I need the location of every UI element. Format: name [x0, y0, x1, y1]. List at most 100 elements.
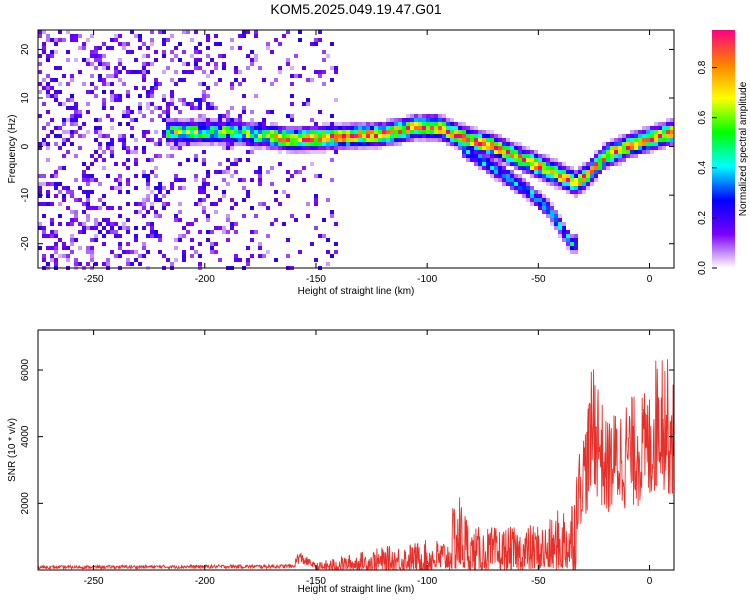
heatmap-cell [238, 158, 242, 162]
heatmap-cell [110, 38, 114, 42]
heatmap-cell [178, 134, 182, 138]
heatmap-cell [142, 130, 146, 134]
heatmap-cell [522, 170, 526, 174]
heatmap-cell [490, 158, 494, 162]
heatmap-cell [114, 94, 118, 98]
heatmap-cell [50, 94, 54, 98]
heatmap-cell [126, 110, 130, 114]
heatmap-cell [454, 122, 458, 126]
heatmap-cell [110, 222, 114, 226]
heatmap-cell [634, 154, 638, 158]
heatmap-cell [474, 142, 478, 146]
heatmap-cell [314, 134, 318, 138]
heatmap-cell [286, 62, 290, 66]
heatmap-cell [286, 150, 290, 154]
heatmap-cell [450, 142, 454, 146]
heatmap-cell [134, 150, 138, 154]
heatmap-cell [426, 122, 430, 126]
heatmap-cell [58, 190, 62, 194]
heatmap-cell [606, 146, 610, 150]
heatmap-cell [286, 134, 290, 138]
heatmap-cell [38, 246, 42, 250]
heatmap-cell [446, 138, 450, 142]
heatmap-cell [106, 230, 110, 234]
heatmap-cell [134, 258, 138, 262]
heatmap-cell [154, 214, 158, 218]
heatmap-cell [434, 114, 438, 118]
heatmap-cell [342, 138, 346, 142]
heatmap-cell [230, 174, 234, 178]
heatmap-cell [394, 138, 398, 142]
heatmap-cell [42, 138, 46, 142]
heatmap-cell [498, 150, 502, 154]
heatmap-cell [178, 186, 182, 190]
heatmap-cell [226, 182, 230, 186]
heatmap-cell [118, 234, 122, 238]
heatmap-cell [658, 134, 662, 138]
heatmap-cell [42, 126, 46, 130]
heatmap-cell [302, 134, 306, 138]
heatmap-cell [162, 98, 166, 102]
heatmap-cell [106, 218, 110, 222]
heatmap-cell [566, 178, 570, 182]
heatmap-cell [142, 78, 146, 82]
heatmap-cell [346, 146, 350, 150]
heatmap-cell [126, 150, 130, 154]
heatmap-cell [622, 158, 626, 162]
heatmap-cell [306, 78, 310, 82]
heatmap-cell [350, 122, 354, 126]
heatmap-cell [386, 126, 390, 130]
heatmap-cell [54, 90, 58, 94]
heatmap-cell [422, 122, 426, 126]
heatmap-cell [258, 66, 262, 70]
heatmap-cell [434, 130, 438, 134]
heatmap-cell [234, 70, 238, 74]
heatmap-cell [194, 218, 198, 222]
heatmap-cell [594, 178, 598, 182]
heatmap-cell [154, 210, 158, 214]
heatmap-cell [38, 202, 42, 206]
heatmap-cell [302, 126, 306, 130]
heatmap-cell [570, 174, 574, 178]
heatmap-cell [606, 158, 610, 162]
heatmap-cell [342, 126, 346, 130]
heatmap-cell [126, 70, 130, 74]
heatmap-cell [398, 134, 402, 138]
heatmap-cell [90, 178, 94, 182]
heatmap-cell [358, 142, 362, 146]
heatmap-cell [134, 118, 138, 122]
heatmap-cell [154, 142, 158, 146]
heatmap-cell [530, 174, 534, 178]
heatmap-cell [550, 166, 554, 170]
heatmap-cell [518, 142, 522, 146]
heatmap-cell [118, 70, 122, 74]
heatmap-cell [418, 138, 422, 142]
heatmap-cell [454, 126, 458, 130]
heatmap-cell [262, 78, 266, 82]
heatmap-cell [246, 66, 250, 70]
heatmap-cell [154, 86, 158, 90]
heatmap-cell [206, 126, 210, 130]
heatmap-cell [314, 174, 318, 178]
heatmap-cell [186, 62, 190, 66]
heatmap-cell [122, 146, 126, 150]
heatmap-cell [70, 234, 74, 238]
heatmap-cell [42, 202, 46, 206]
heatmap-cell [498, 178, 502, 182]
heatmap-cell [522, 182, 526, 186]
heatmap-cell [158, 234, 162, 238]
heatmap-cell [370, 122, 374, 126]
heatmap-cell [482, 146, 486, 150]
heatmap-cell [86, 38, 90, 42]
heatmap-cell [54, 38, 58, 42]
heatmap-cell [326, 126, 330, 130]
heatmap-cell [138, 202, 142, 206]
heatmap-cell [534, 190, 538, 194]
heatmap-cell [554, 210, 558, 214]
heatmap-cell [434, 138, 438, 142]
heatmap-cell [646, 126, 650, 130]
heatmap-cell [278, 42, 282, 46]
heatmap-cell [130, 134, 134, 138]
heatmap-cell [210, 122, 214, 126]
heatmap-cell [90, 238, 94, 242]
